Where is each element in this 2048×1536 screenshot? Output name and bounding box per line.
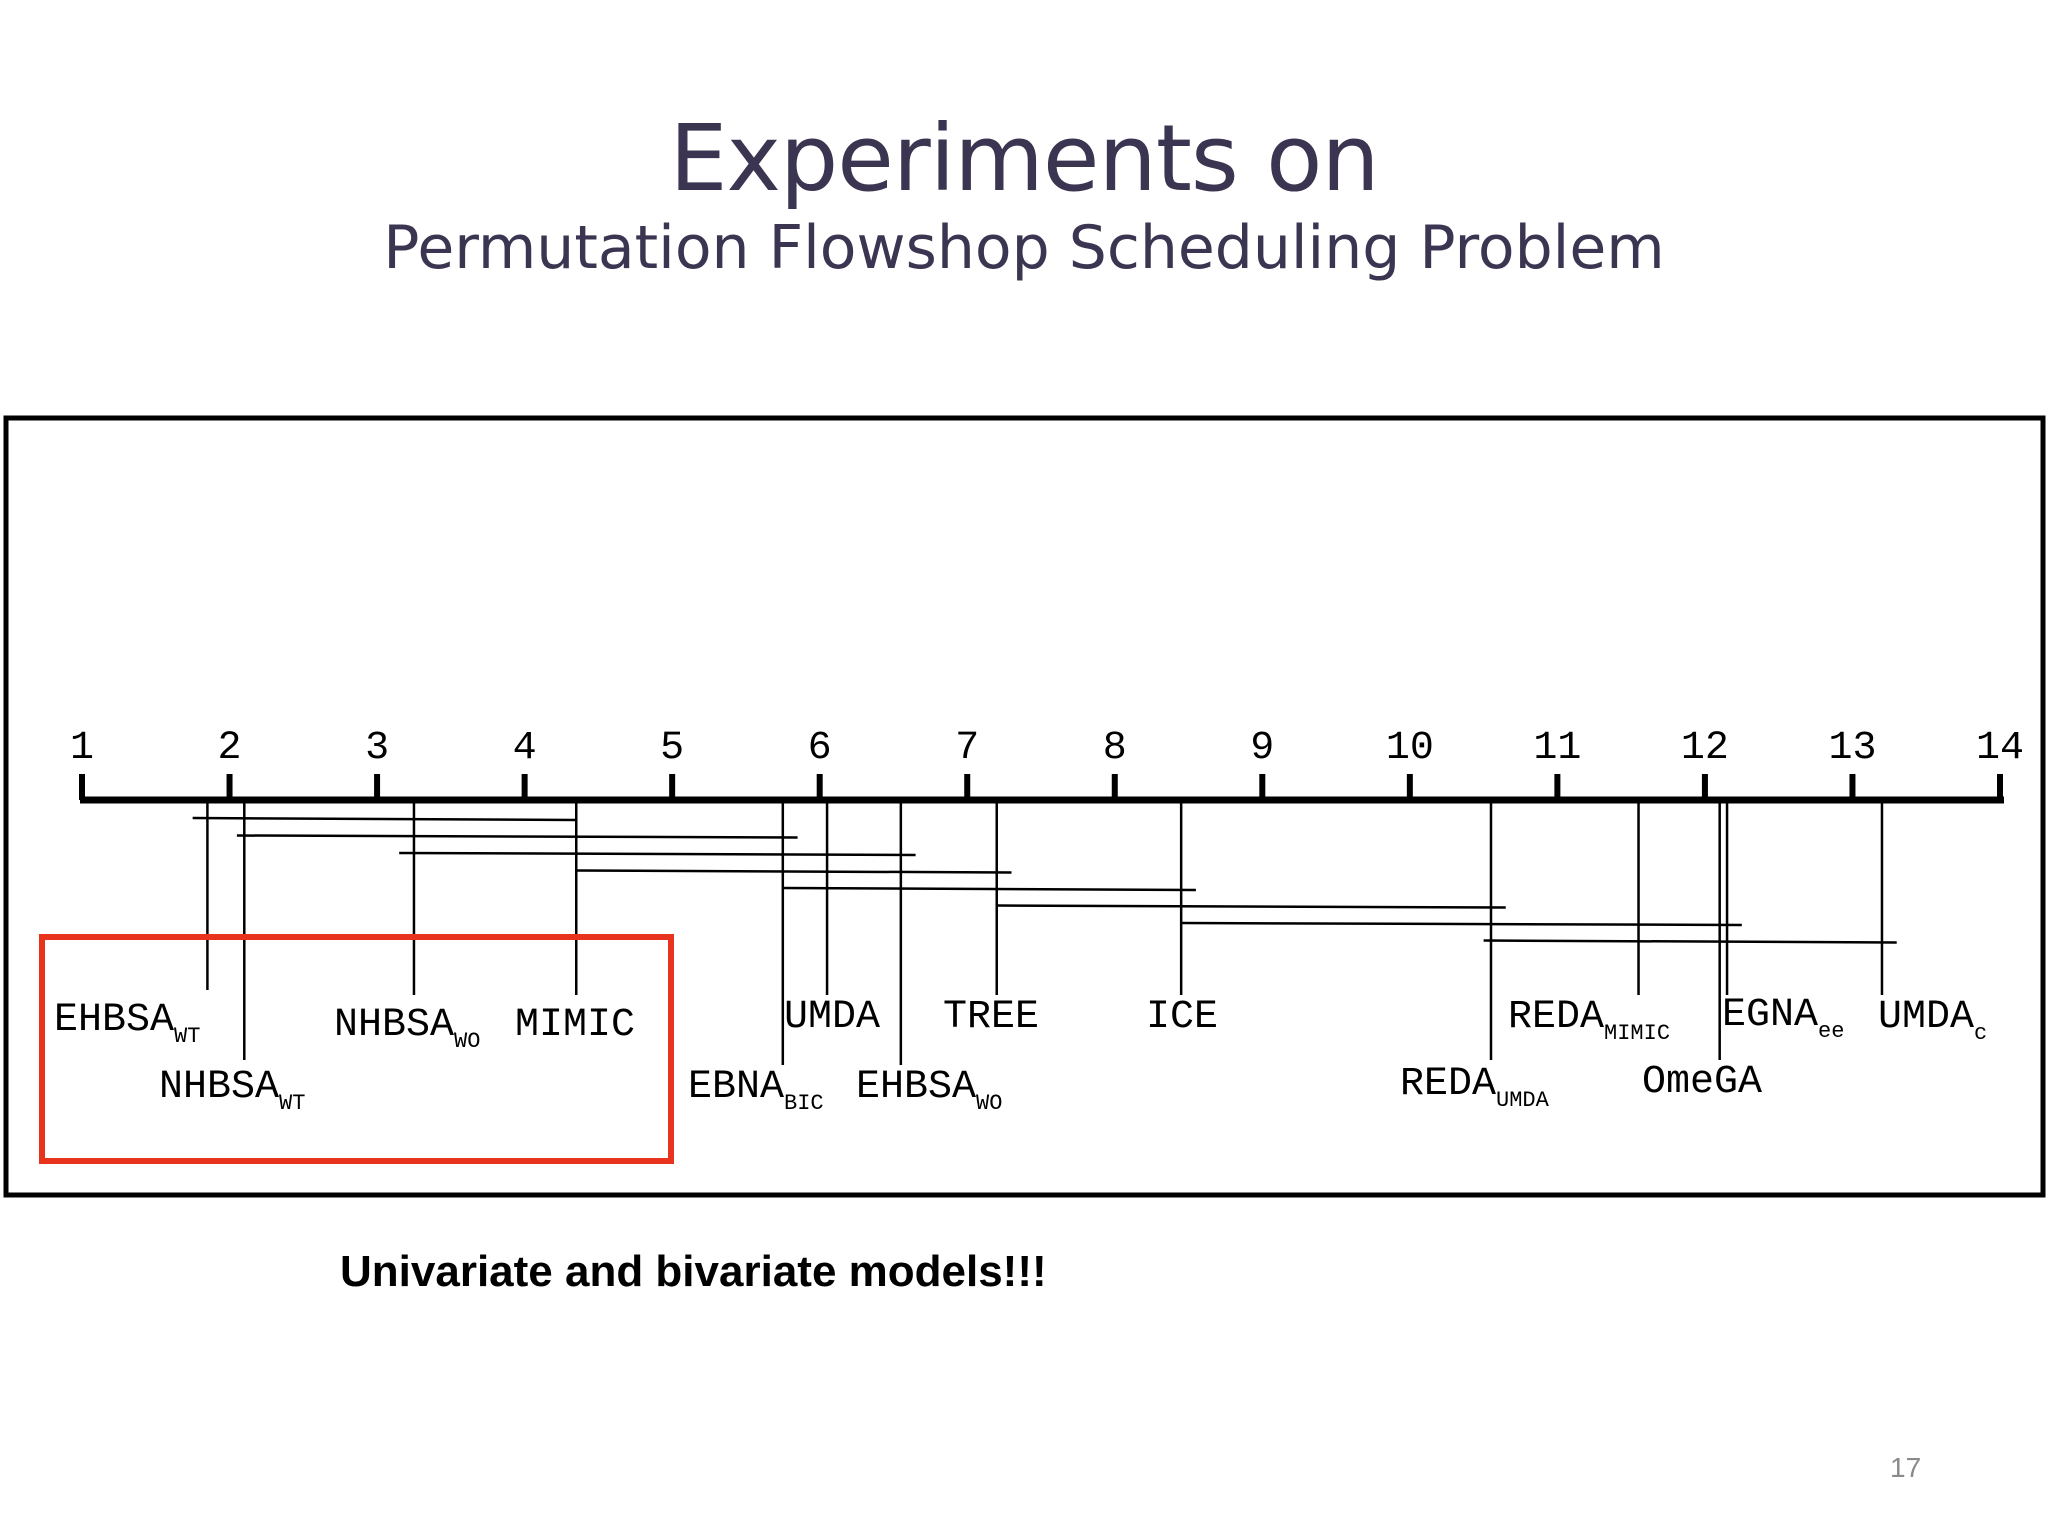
tick-label: 14 bbox=[1976, 726, 2024, 771]
algorithm-subscript: c bbox=[1974, 1021, 1987, 1046]
diagram-frame bbox=[3, 415, 2046, 1198]
algorithm-name: REDA bbox=[1508, 995, 1604, 1040]
algorithm-label: NHBSAWO bbox=[334, 1003, 480, 1054]
tick-label: 7 bbox=[955, 726, 979, 771]
algorithm-subscript: MIMIC bbox=[1604, 1021, 1670, 1046]
clique-bar bbox=[399, 851, 916, 857]
algorithm-name: OmeGA bbox=[1642, 1060, 1762, 1105]
tick-label: 9 bbox=[1250, 726, 1274, 771]
clique-bar bbox=[236, 834, 798, 839]
bottom-note: Univariate and bivariate models!!! bbox=[340, 1247, 1047, 1296]
algorithm-name: REDA bbox=[1400, 1062, 1496, 1107]
algorithm-name: EGNA bbox=[1722, 993, 1818, 1038]
slide-subtitle: Permutation Flowshop Scheduling Problem bbox=[383, 213, 1665, 283]
algorithm-label: TREE bbox=[943, 995, 1039, 1040]
tick-label: 5 bbox=[660, 726, 684, 771]
tick-label: 13 bbox=[1828, 726, 1876, 771]
algorithm-name: EHBSA bbox=[856, 1065, 976, 1110]
clique-bar bbox=[192, 816, 577, 822]
algorithm-subscript: WO bbox=[454, 1029, 480, 1054]
algorithm-name: MIMIC bbox=[515, 1003, 635, 1048]
algorithm-name: NHBSA bbox=[159, 1065, 279, 1110]
algorithm-label: OmeGA bbox=[1642, 1060, 1762, 1105]
algorithm-label: EHBSAWT bbox=[54, 998, 200, 1049]
algorithm-label: REDAUMDA bbox=[1400, 1062, 1550, 1113]
algorithm-subscript: WT bbox=[279, 1091, 305, 1116]
tick-label: 8 bbox=[1103, 726, 1127, 771]
algorithm-label: EBNABIC bbox=[688, 1065, 824, 1116]
algorithm-label: UMDAc bbox=[1878, 995, 1987, 1046]
tick-label: 1 bbox=[70, 726, 94, 771]
clique-bar bbox=[782, 886, 1196, 892]
algorithm-label: UMDA bbox=[784, 995, 880, 1040]
algorithm-subscript: ee bbox=[1818, 1019, 1844, 1044]
algorithm-label: EHBSAWO bbox=[856, 1065, 1002, 1116]
tick-label: 12 bbox=[1681, 726, 1729, 771]
tick-label: 11 bbox=[1533, 726, 1581, 771]
algorithm-subscript: UMDA bbox=[1496, 1088, 1550, 1113]
algorithm-name: ICE bbox=[1146, 995, 1218, 1040]
clique-bar bbox=[996, 904, 1506, 909]
tick-label: 2 bbox=[218, 726, 242, 771]
algorithm-label: ICE bbox=[1146, 995, 1218, 1040]
algorithm-name: UMDA bbox=[784, 995, 880, 1040]
algorithm-label: EGNAee bbox=[1722, 993, 1844, 1044]
algorithm-subscript: WO bbox=[976, 1091, 1002, 1116]
clique-bar bbox=[1181, 921, 1742, 927]
tick-label: 6 bbox=[808, 726, 832, 771]
algorithm-name: EBNA bbox=[688, 1065, 784, 1110]
algorithm-name: UMDA bbox=[1878, 995, 1974, 1040]
slide-title: Experiments on bbox=[669, 105, 1379, 212]
algorithm-name: NHBSA bbox=[334, 1003, 454, 1048]
tick-label: 3 bbox=[365, 726, 389, 771]
algorithm-label: NHBSAWT bbox=[159, 1065, 305, 1116]
algorithm-name: EHBSA bbox=[54, 998, 174, 1043]
algorithm-name: TREE bbox=[943, 995, 1039, 1040]
algorithm-label: MIMIC bbox=[515, 1003, 635, 1048]
algorithm-subscript: BIC bbox=[784, 1091, 824, 1116]
highlight-box bbox=[39, 934, 674, 1164]
clique-bar bbox=[576, 869, 1012, 874]
tick-label: 10 bbox=[1386, 726, 1434, 771]
algorithm-label: REDAMIMIC bbox=[1508, 995, 1670, 1046]
clique-bar bbox=[1483, 939, 1897, 944]
algorithm-subscript: WT bbox=[174, 1024, 200, 1049]
page-number: 17 bbox=[1890, 1452, 1922, 1483]
tick-label: 4 bbox=[513, 726, 537, 771]
